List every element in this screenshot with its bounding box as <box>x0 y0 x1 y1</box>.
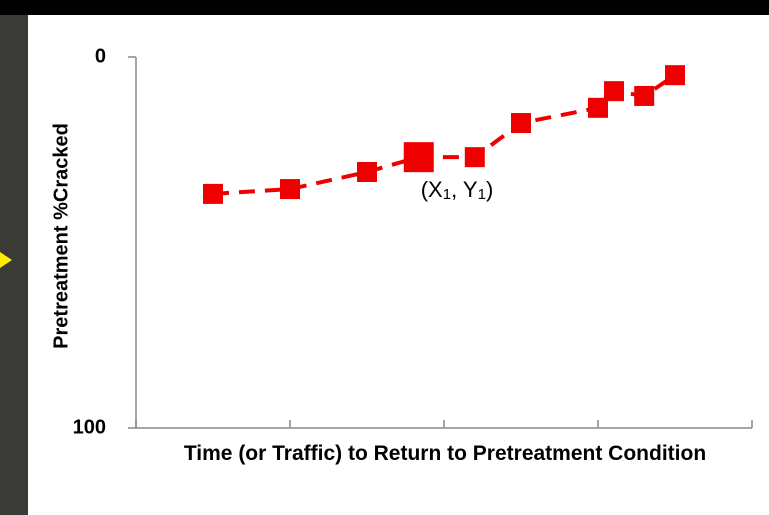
marker <box>665 65 685 85</box>
marker <box>404 142 434 172</box>
marker <box>357 162 377 182</box>
y-axis-title: Pretreatment %Cracked <box>50 123 72 349</box>
marker <box>634 86 654 106</box>
y-tick-label: 0 <box>95 45 106 67</box>
annotation-part: ) <box>486 177 493 202</box>
y-tick-label: 100 <box>73 416 106 438</box>
page: Pretreatment %Cracked 0100(X1, Y1) Time … <box>0 0 769 515</box>
marker <box>511 113 531 133</box>
marker <box>604 81 624 101</box>
marker <box>203 184 223 204</box>
annotation-part: , Y <box>451 177 478 202</box>
annotation-part: 1 <box>478 187 486 204</box>
annotation-part: (X <box>421 177 443 202</box>
x-axis-title: Time (or Traffic) to Return to Pretreatm… <box>140 438 750 469</box>
annotation-part: 1 <box>443 187 451 204</box>
marker <box>280 179 300 199</box>
marker <box>465 147 485 167</box>
